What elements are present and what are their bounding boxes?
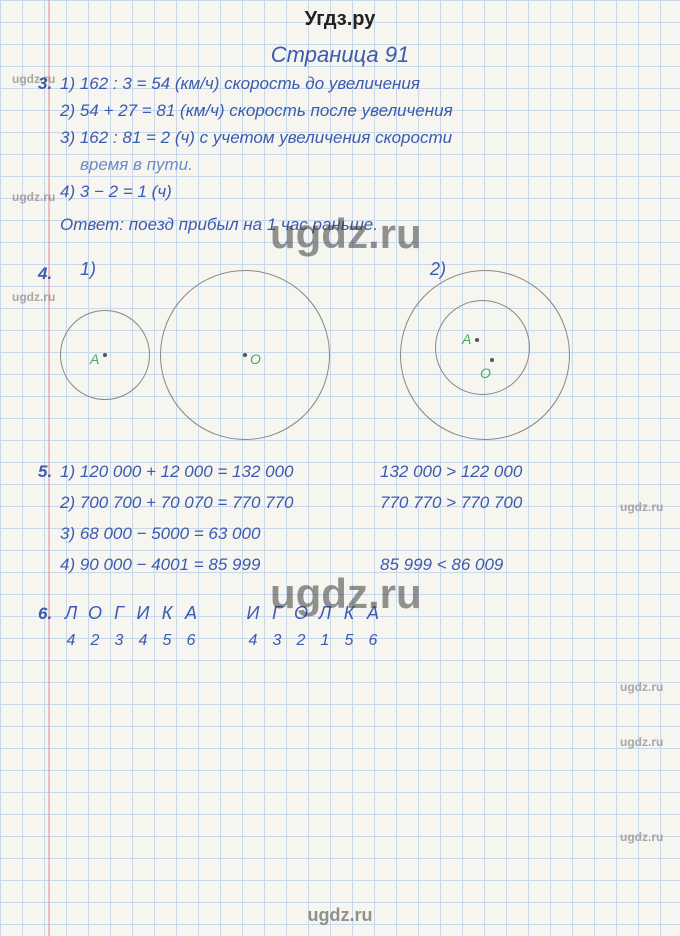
task5-row: 2) 700 700 + 70 070 = 770 770 770 770 > 7… — [60, 489, 650, 516]
cipher-col: А6 — [180, 600, 202, 654]
cipher-letter: Г — [272, 600, 282, 627]
task4-number: 4. — [38, 260, 52, 287]
label-a2: A — [462, 326, 471, 353]
cipher-letter: Г — [114, 600, 124, 627]
task5-row: 3) 68 000 − 5000 = 63 000 — [60, 520, 650, 547]
site-header: Угдз.ру — [0, 8, 680, 31]
cipher-letter: К — [162, 600, 173, 627]
cipher-digit: 5 — [163, 627, 172, 654]
cipher-col: К5 — [156, 600, 178, 654]
task5-rhs: 770 770 > 770 700 — [380, 489, 522, 516]
cipher-word-2: И4Г3О2Л1К5А6 — [242, 600, 384, 654]
cipher-col: Л1 — [314, 600, 336, 654]
task3-line2: 2) 54 + 27 = 81 (км/ч) скорость после ув… — [60, 97, 650, 124]
footer-watermark: ugdz.ru — [0, 905, 680, 926]
cipher-letter: К — [344, 600, 355, 627]
task5-rhs: 85 999 < 86 009 — [380, 551, 503, 578]
cipher-letter: Л — [319, 600, 331, 627]
task3-line3b: время в пути. — [60, 151, 650, 178]
task5-lhs: 4) 90 000 − 4001 = 85 999 — [60, 551, 340, 578]
cipher-digit: 5 — [345, 627, 354, 654]
task5-lhs: 2) 700 700 + 70 070 = 770 770 — [60, 489, 340, 516]
task5-row: 4) 90 000 − 4001 = 85 999 85 999 < 86 009 — [60, 551, 650, 578]
cipher-digit: 1 — [321, 627, 330, 654]
task3-line4: 4) 3 − 2 = 1 (ч) — [60, 178, 650, 205]
task4-diagram: 1) 2) A O A O — [60, 260, 650, 440]
label-o1: O — [250, 346, 261, 373]
task3-line3: 3) 162 : 81 = 2 (ч) с учетом увеличения … — [60, 124, 650, 151]
label-a1: A — [90, 346, 99, 373]
cipher-digit: 4 — [139, 627, 148, 654]
cipher-col: Г3 — [108, 600, 130, 654]
cipher-letter: О — [294, 600, 308, 627]
point-o1 — [243, 353, 247, 357]
cipher-digit: 2 — [91, 627, 100, 654]
cipher-col: Л4 — [60, 600, 82, 654]
cipher-word-1: Л4О2Г3И4К5А6 — [60, 600, 202, 654]
cipher-digit: 3 — [115, 627, 124, 654]
cipher-col: О2 — [84, 600, 106, 654]
notebook-content: 3. 1) 162 : 3 = 54 (км/ч) скорость до ув… — [60, 70, 650, 654]
cipher-letter: И — [247, 600, 260, 627]
cipher-col: К5 — [338, 600, 360, 654]
cipher-digit: 6 — [187, 627, 196, 654]
task5-row: 1) 120 000 + 12 000 = 132 000 132 000 > 1… — [60, 458, 650, 485]
cipher-col: О2 — [290, 600, 312, 654]
task4-sub1: 1) — [80, 256, 96, 283]
cipher-digit: 2 — [297, 627, 306, 654]
cipher-letter: И — [137, 600, 150, 627]
task5-lhs: 1) 120 000 + 12 000 = 132 000 — [60, 458, 340, 485]
cipher-letter: А — [367, 600, 379, 627]
cipher-digit: 6 — [369, 627, 378, 654]
cipher-col: Г3 — [266, 600, 288, 654]
cipher-col: А6 — [362, 600, 384, 654]
label-o2: O — [480, 360, 491, 387]
page-title: Страница 91 — [0, 42, 680, 68]
cipher-letter: А — [185, 600, 197, 627]
cipher-digit: 4 — [249, 627, 258, 654]
task5-number: 5. — [38, 458, 52, 485]
task5-lhs: 3) 68 000 − 5000 = 63 000 — [60, 520, 340, 547]
task5-rhs: 132 000 > 122 000 — [380, 458, 522, 485]
cipher-col: И4 — [242, 600, 264, 654]
task3-line1: 1) 162 : 3 = 54 (км/ч) скорость до увели… — [60, 70, 650, 97]
point-a2 — [475, 338, 479, 342]
task3-answer: Ответ: поезд прибыл на 1 час раньше. — [60, 211, 650, 238]
point-a1 — [103, 353, 107, 357]
cipher-col: И4 — [132, 600, 154, 654]
cipher-digit: 4 — [67, 627, 76, 654]
cipher-digit: 3 — [273, 627, 282, 654]
task6-number: 6. — [38, 600, 52, 627]
cipher-letter: О — [88, 600, 102, 627]
task4-sub2: 2) — [430, 256, 446, 283]
cipher-letter: Л — [65, 600, 77, 627]
task3-number: 3. — [38, 70, 52, 97]
